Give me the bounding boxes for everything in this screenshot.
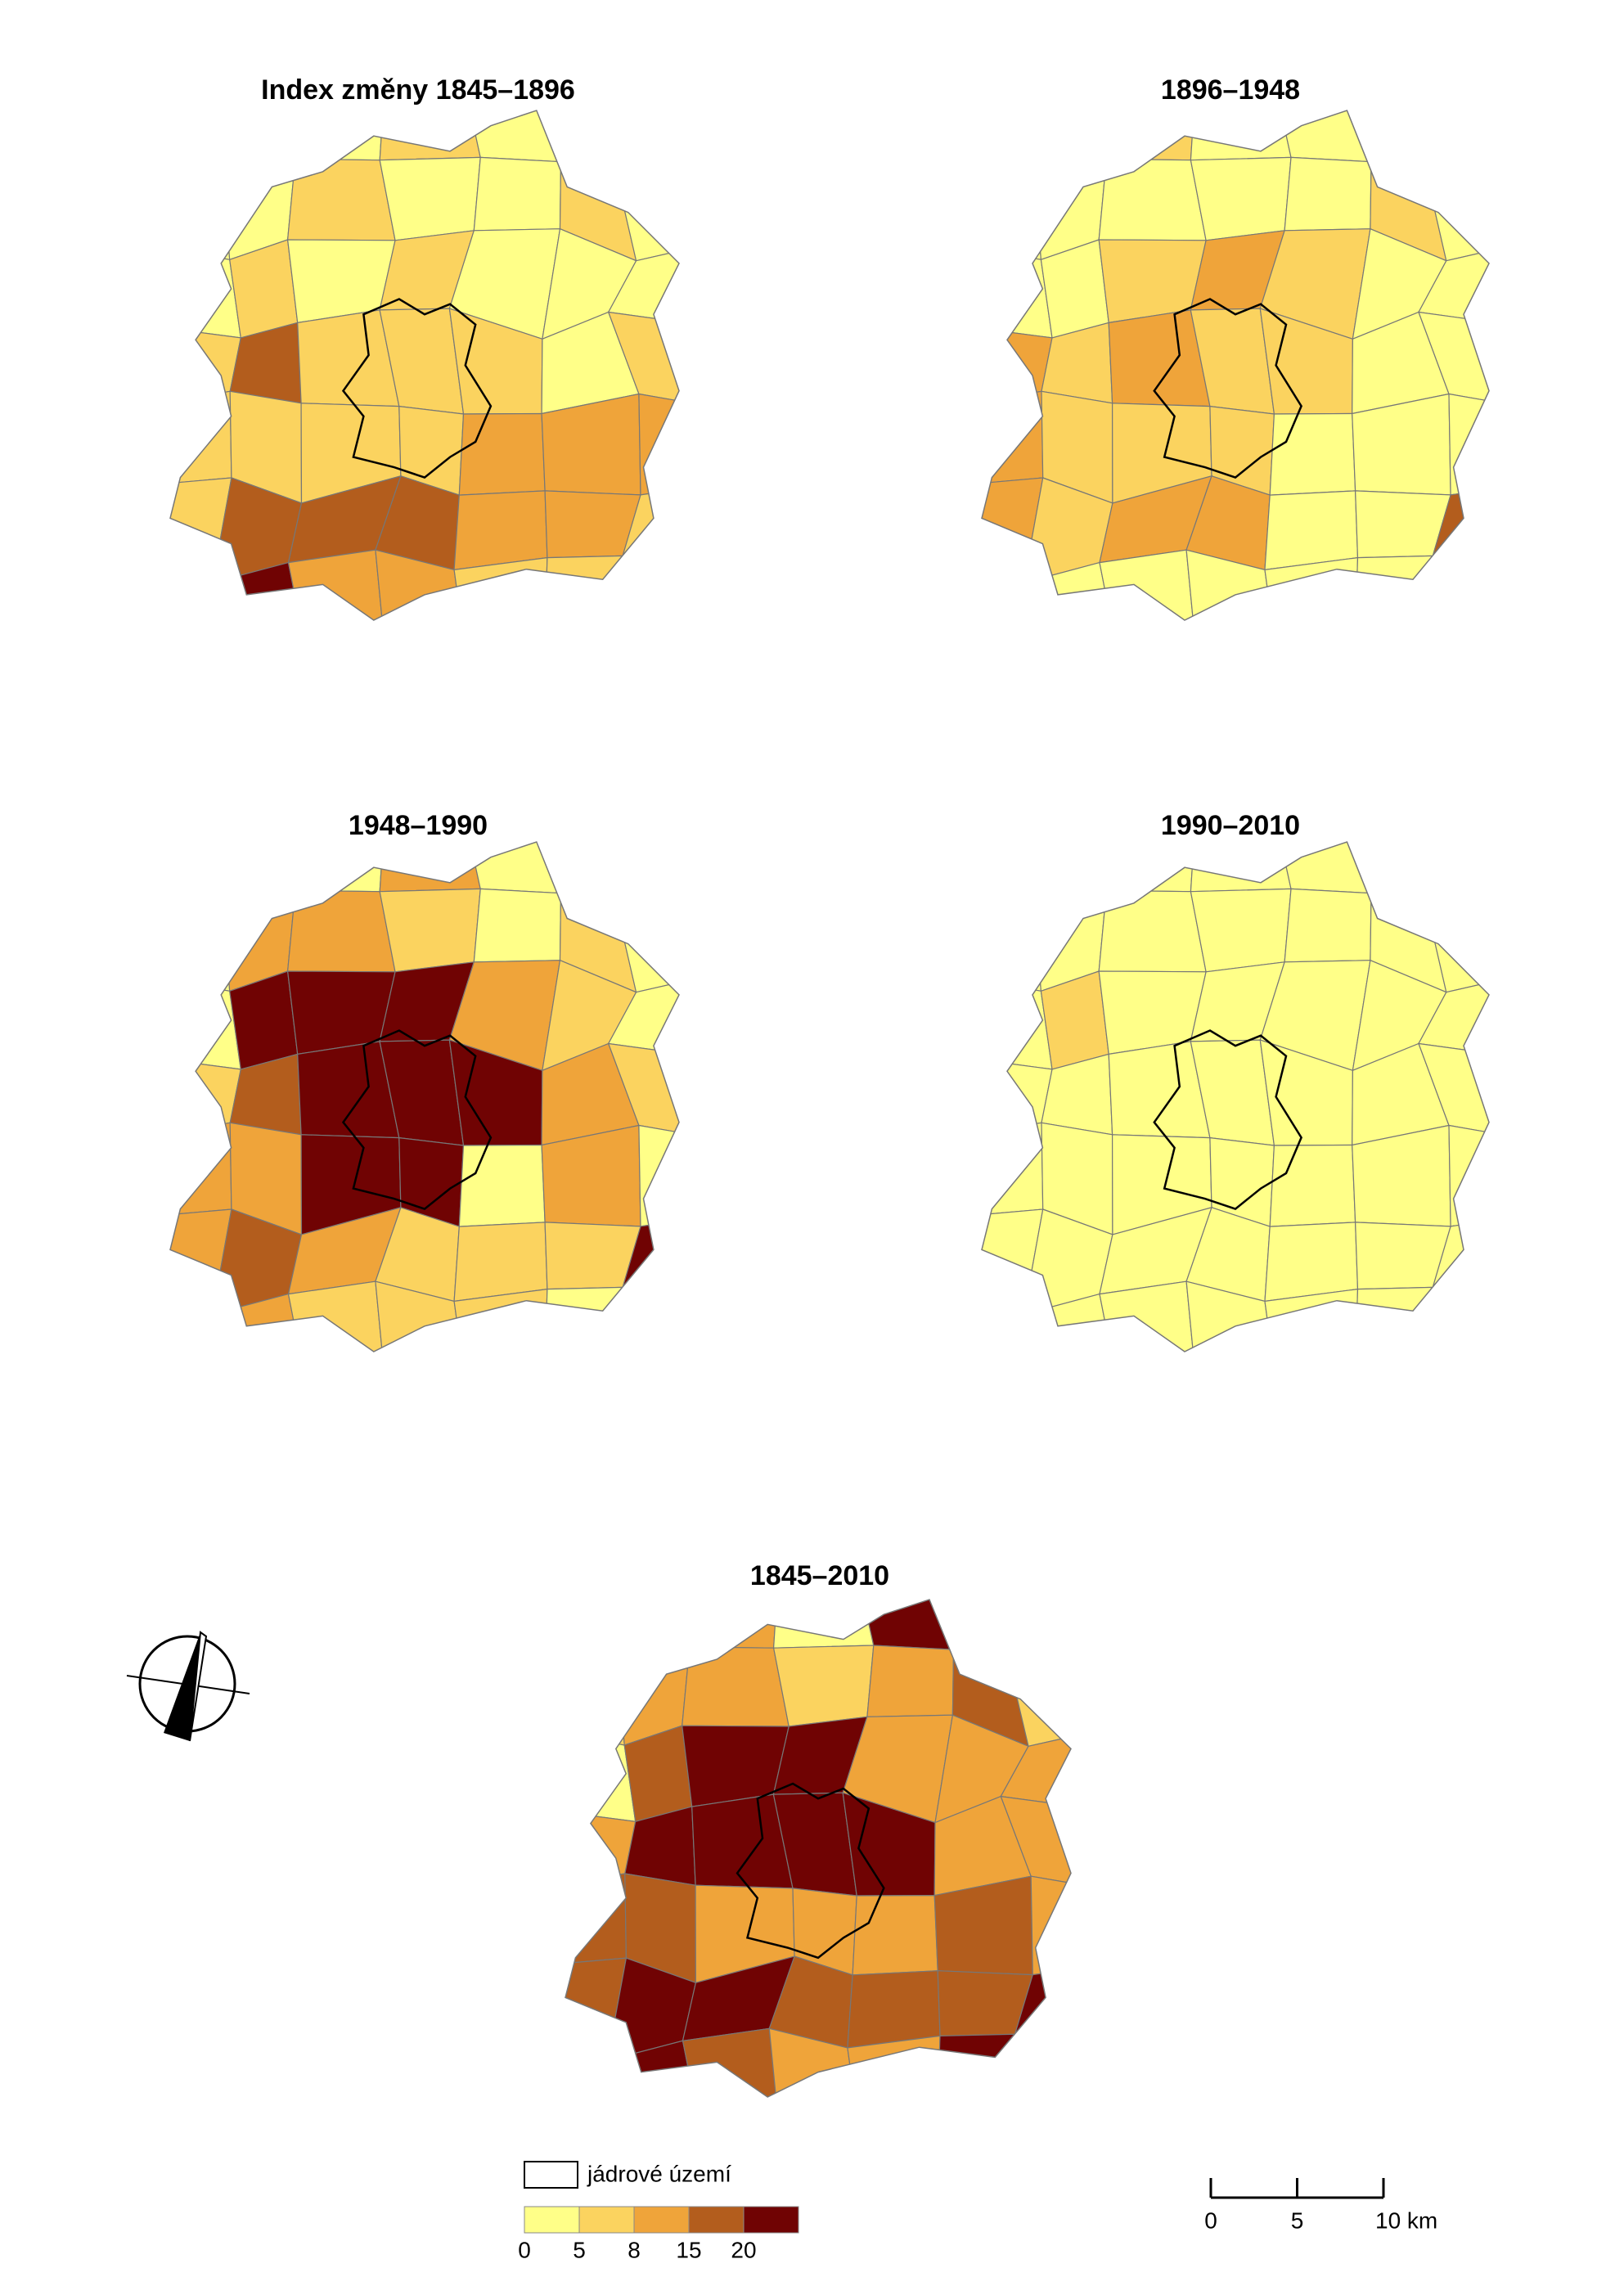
municipality — [473, 156, 562, 232]
legend-break-label: 0 — [518, 2237, 531, 2262]
core-legend-box — [524, 2161, 578, 2189]
legend-swatch — [743, 2206, 799, 2234]
municipality — [453, 1222, 548, 1303]
municipality — [458, 412, 546, 496]
legend-swatch — [688, 2206, 745, 2234]
municipality — [1418, 244, 1489, 326]
municipality — [772, 1645, 875, 1727]
north-arrow — [126, 1631, 250, 1742]
municipality — [1190, 156, 1292, 241]
north-needle-light — [189, 1631, 208, 1742]
municipality — [473, 888, 562, 963]
core-territory — [341, 298, 493, 479]
legend-break-label: 15 — [676, 2237, 701, 2262]
municipality — [852, 1894, 938, 1976]
municipality — [1284, 888, 1372, 963]
municipality — [607, 975, 679, 1058]
legend-swatch — [578, 2206, 635, 2234]
municipality — [379, 888, 481, 973]
map-title: Index změny 1845–1896 — [261, 74, 575, 106]
map-outline — [565, 1599, 1072, 2098]
map-title: 1948–1990 — [349, 810, 488, 841]
municipality — [847, 1970, 941, 2049]
core-territory — [736, 1782, 885, 1960]
scale-bar-label: 0 — [1204, 2207, 1217, 2233]
municipality — [607, 244, 679, 326]
core-legend-label: jádrové území — [587, 2161, 731, 2186]
legend-swatch — [524, 2206, 580, 2234]
municipality — [1269, 412, 1356, 496]
municipality — [1264, 1222, 1359, 1303]
core-territory — [341, 1029, 493, 1211]
legend-break-label: 8 — [628, 2237, 641, 2262]
legend-break-label: 20 — [731, 2237, 756, 2262]
scale-bar-label: 5 — [1291, 2207, 1304, 2233]
map-outline — [169, 841, 680, 1352]
legend-break-label: 5 — [573, 2237, 586, 2262]
municipality — [1284, 156, 1372, 232]
municipality — [379, 156, 481, 241]
municipality — [1264, 490, 1359, 571]
municipality — [453, 490, 548, 571]
municipality — [1418, 975, 1489, 1058]
municipality — [1190, 888, 1292, 973]
north-needle — [164, 1632, 200, 1741]
municipality — [1000, 1730, 1071, 1810]
municipality — [866, 1645, 955, 1717]
legend-swatch — [633, 2206, 690, 2234]
map-outline — [981, 841, 1490, 1352]
municipality — [458, 1144, 546, 1227]
core-territory — [1153, 1029, 1303, 1211]
municipality — [1269, 1144, 1356, 1227]
core-territory — [1153, 298, 1303, 479]
map-outline — [981, 110, 1490, 621]
map-outline — [169, 110, 680, 621]
map-title: 1990–2010 — [1161, 810, 1300, 841]
map-title: 1845–2010 — [750, 1560, 889, 1591]
map-title: 1896–1948 — [1161, 74, 1300, 106]
scale-bar-label: 10 km — [1375, 2207, 1437, 2233]
